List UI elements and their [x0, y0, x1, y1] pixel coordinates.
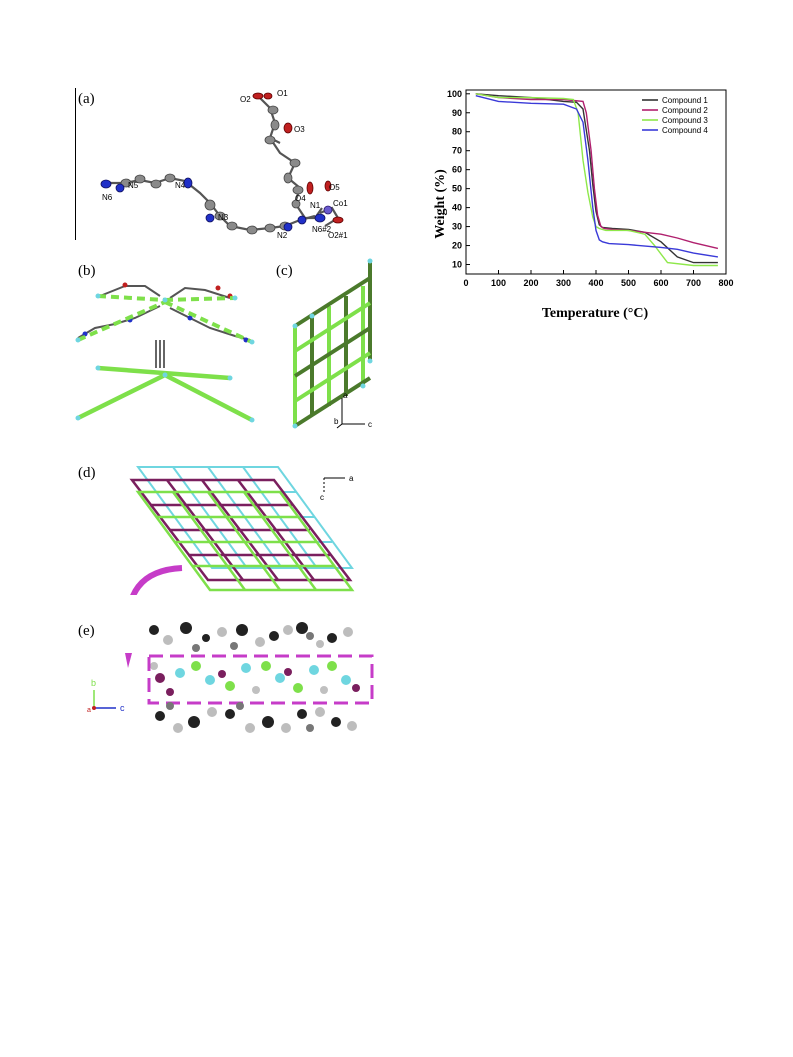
x-tick-label-8: 800 — [718, 278, 733, 288]
atom-label-n2: N2 — [277, 231, 288, 240]
panel-label-b: (b) — [78, 263, 96, 279]
y-tick-label-1: 20 — [452, 241, 462, 251]
panel-a: (a) — [70, 88, 390, 243]
x-tick-label-4: 400 — [588, 278, 603, 288]
panel-a-left-rule — [75, 88, 76, 240]
atom-label-n1: N1 — [310, 201, 321, 210]
y-tick-label-8: 90 — [452, 108, 462, 118]
axis-label-a-d: a — [349, 474, 354, 483]
legend-label-3: Compound 3 — [662, 116, 708, 125]
y-tick-label-2: 30 — [452, 222, 462, 232]
axis-label-b-e: b — [91, 678, 96, 688]
atom-label-n4: N4 — [175, 181, 186, 190]
atom-label-n6-2: N6#2 — [312, 225, 332, 234]
axis-label-a-e: a — [87, 707, 91, 714]
panel-label-d: (d) — [78, 465, 96, 481]
axis-label-c: c — [368, 420, 372, 429]
y-tick-label-6: 70 — [452, 146, 462, 156]
atom-label-n5: N5 — [128, 181, 139, 190]
panel-d: (d) a c — [70, 460, 400, 595]
series-line-2 — [475, 93, 719, 250]
x-axis-title: Temperature (°C) — [542, 306, 649, 321]
legend-label-1: Compound 1 — [662, 96, 708, 105]
axis-label-a: a — [343, 391, 348, 400]
atom-label-o5: O5 — [329, 183, 340, 192]
x-tick-label-6: 600 — [653, 278, 668, 288]
panel-e: (e) b a c — [70, 618, 400, 738]
panel-label-a: (a) — [78, 91, 95, 107]
atom-label-o2: O2 — [240, 95, 251, 104]
x-tick-label-7: 700 — [686, 278, 701, 288]
x-tick-label-2: 200 — [523, 278, 538, 288]
x-tick-label-0: 0 — [463, 278, 468, 288]
atom-label-n6: N6 — [102, 193, 113, 202]
legend-label-2: Compound 2 — [662, 106, 708, 115]
atom-label-o3: O3 — [294, 125, 305, 134]
tga-chart: 0 100 200 300 400 500 600 700 800 10 20 30 40 50 60 70 8… — [428, 84, 738, 334]
atom-label-n3: N3 — [218, 213, 229, 222]
atom-label-o2-1: O2#1 — [328, 231, 348, 240]
linker-schematic — [75, 282, 255, 423]
molecular-structure: O1 O2 O3 O4 O5 N1 N2 N3 N4 N5 N6 Co1 N6#… — [100, 89, 348, 240]
atom-label-o1: O1 — [277, 89, 288, 98]
y-tick-label-0: 10 — [452, 260, 462, 270]
magenta-arrow — [130, 565, 183, 595]
y-tick-label-5: 60 — [452, 165, 462, 175]
axis-label-c-e: c — [120, 703, 125, 713]
grid-layer: a b c — [292, 258, 373, 429]
axis-label-b: b — [334, 417, 339, 426]
panel-label-e: (e) — [78, 623, 95, 639]
legend-label-4: Compound 4 — [662, 126, 708, 135]
panel-label-c: (c) — [276, 263, 293, 279]
panel-c: (c) a b c — [270, 258, 400, 433]
y-tick-label-7: 80 — [452, 127, 462, 137]
axis-label-c-d: c — [320, 493, 324, 502]
x-tick-label-3: 300 — [556, 278, 571, 288]
x-tick-label-1: 100 — [491, 278, 506, 288]
atom-label-co1: Co1 — [333, 199, 348, 208]
series-line-4 — [475, 95, 719, 258]
y-tick-label-3: 40 — [452, 203, 462, 213]
tga-plot: 0 100 200 300 400 500 600 700 800 10 20 30 40 50 60 70 8… — [433, 89, 734, 321]
packing-view: b a c — [87, 618, 374, 733]
series-line-1 — [475, 93, 718, 264]
interpenetrated-grids: a c — [129, 466, 355, 595]
atom-label-o4: O4 — [295, 194, 306, 203]
panel-b: (b) — [70, 258, 270, 433]
y-axis-title: Weight (%) — [433, 169, 448, 239]
x-tick-label-5: 500 — [621, 278, 636, 288]
y-tick-label-9: 100 — [447, 89, 462, 99]
highlight-frame — [147, 654, 374, 705]
y-tick-label-4: 50 — [452, 184, 462, 194]
